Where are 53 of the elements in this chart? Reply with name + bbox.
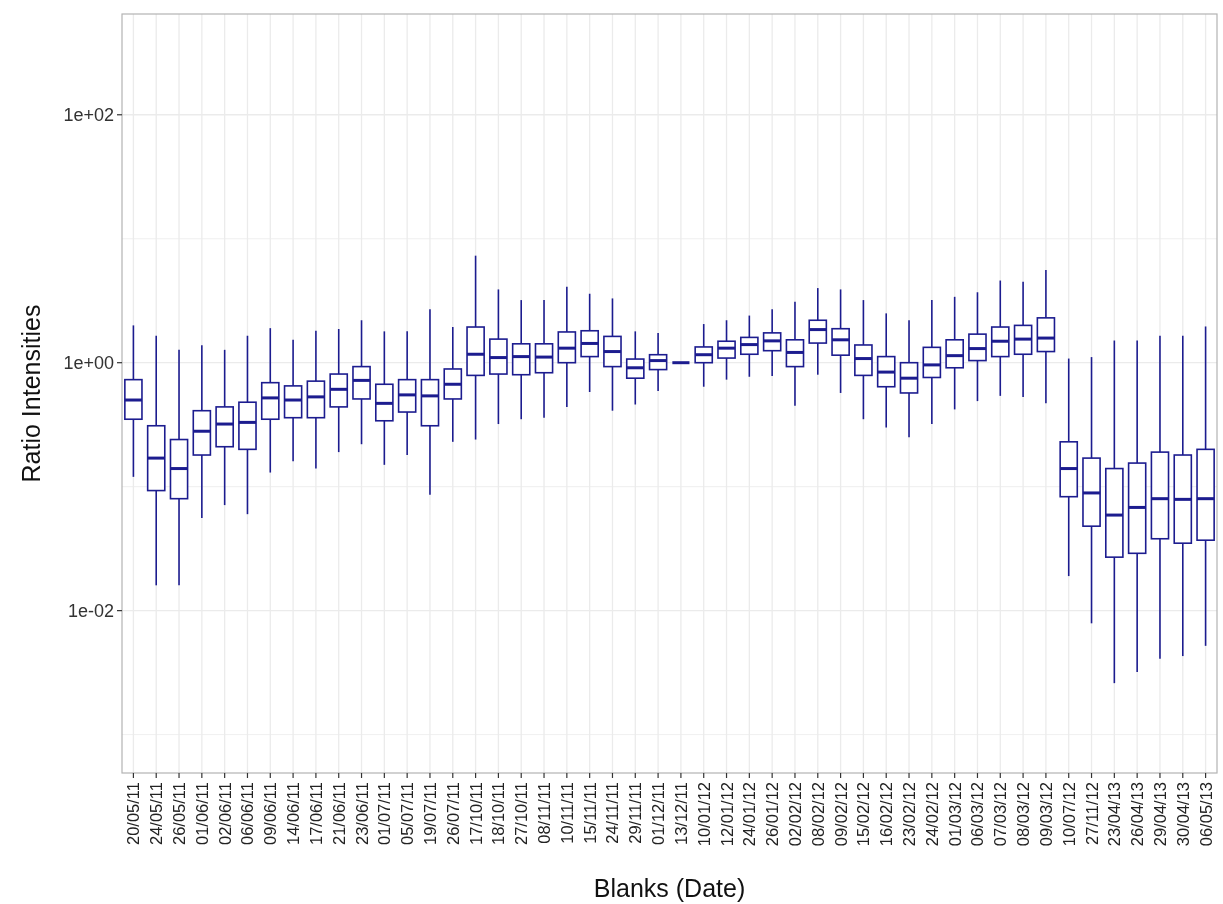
x-tick-label: 24/02/12 bbox=[922, 782, 941, 847]
x-axis-title: Blanks (Date) bbox=[593, 874, 746, 902]
x-tick-label: 01/03/12 bbox=[945, 782, 964, 847]
x-tick-label: 13/12/11 bbox=[671, 782, 690, 846]
x-tick-label: 10/11/11 bbox=[557, 782, 576, 844]
x-tick-label: 09/03/12 bbox=[1036, 782, 1055, 847]
x-tick-label: 24/05/11 bbox=[147, 782, 166, 846]
x-tick-label: 29/04/13 bbox=[1150, 782, 1169, 847]
x-tick-label: 02/06/11 bbox=[215, 782, 234, 846]
x-tick-label: 08/03/12 bbox=[1014, 782, 1033, 847]
x-tick-label: 19/07/11 bbox=[420, 782, 439, 846]
x-tick-label: 09/02/12 bbox=[831, 782, 850, 847]
y-tick-label: 1e-02 bbox=[67, 600, 114, 621]
x-tick-label: 08/02/12 bbox=[808, 782, 827, 847]
x-tick-label: 01/06/11 bbox=[192, 782, 211, 846]
x-tick-label: 27/10/11 bbox=[512, 782, 531, 846]
y-tick-label: 1e+02 bbox=[63, 105, 114, 126]
x-tick-label: 10/07/12 bbox=[1059, 782, 1078, 847]
x-tick-label: 14/06/11 bbox=[284, 782, 303, 846]
x-tick-label: 18/10/11 bbox=[489, 782, 508, 846]
y-tick-label: 1e+00 bbox=[63, 353, 114, 373]
x-tick-label: 26/05/11 bbox=[170, 782, 189, 846]
x-tick-label: 26/04/13 bbox=[1128, 782, 1147, 847]
x-tick-label: 23/04/13 bbox=[1105, 782, 1124, 847]
x-tick-label: 15/11/11 bbox=[580, 782, 599, 844]
x-tick-label: 02/02/12 bbox=[785, 782, 804, 847]
x-tick-label: 27/11/12 bbox=[1082, 782, 1101, 846]
x-tick-label: 15/02/12 bbox=[854, 782, 873, 847]
x-tick-label: 30/04/13 bbox=[1173, 782, 1192, 847]
x-tick-label: 24/01/12 bbox=[740, 782, 759, 847]
x-tick-label: 29/11/11 bbox=[626, 782, 645, 844]
x-tick-label: 24/11/11 bbox=[603, 782, 622, 844]
x-tick-label: 06/03/12 bbox=[968, 782, 987, 847]
x-tick-label: 05/07/11 bbox=[398, 782, 417, 846]
x-tick-label: 16/02/12 bbox=[877, 782, 896, 847]
x-tick-label: 01/07/11 bbox=[375, 782, 394, 846]
x-tick-label: 01/12/11 bbox=[649, 782, 668, 846]
x-tick-label: 09/06/11 bbox=[261, 782, 280, 846]
x-tick-label: 10/01/12 bbox=[694, 782, 713, 847]
x-tick-label: 12/01/12 bbox=[717, 782, 736, 847]
y-axis-title: Ratio Intensities bbox=[17, 304, 45, 483]
x-tick-label: 06/06/11 bbox=[238, 782, 257, 846]
x-tick-label: 20/05/11 bbox=[124, 782, 143, 846]
x-tick-label: 08/11/11 bbox=[535, 782, 554, 844]
x-tick-label: 07/03/12 bbox=[991, 782, 1010, 847]
x-tick-label: 26/01/12 bbox=[763, 782, 782, 847]
x-tick-label: 06/05/13 bbox=[1196, 782, 1215, 847]
x-tick-label: 23/02/12 bbox=[900, 782, 919, 847]
x-tick-label: 17/06/11 bbox=[306, 782, 325, 846]
x-tick-label: 23/06/11 bbox=[352, 782, 371, 846]
x-tick-label: 26/07/11 bbox=[443, 782, 462, 846]
x-tick-label: 21/06/11 bbox=[329, 782, 348, 846]
x-tick-label: 17/10/11 bbox=[466, 782, 485, 846]
